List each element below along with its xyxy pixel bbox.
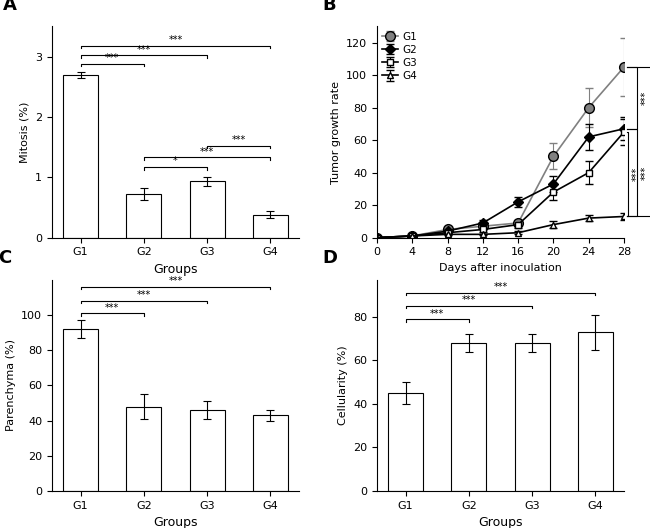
- Text: A: A: [3, 0, 16, 14]
- Text: ***: ***: [136, 45, 151, 55]
- Bar: [452, 343, 486, 491]
- Text: ***: ***: [136, 290, 151, 300]
- Text: ***: ***: [462, 296, 476, 306]
- Bar: [127, 407, 161, 491]
- Bar: [127, 194, 161, 238]
- Y-axis label: Parenchyma (%): Parenchyma (%): [6, 340, 16, 431]
- Text: B: B: [322, 0, 336, 14]
- Bar: [63, 329, 98, 491]
- Text: ***: ***: [641, 91, 650, 105]
- Bar: [515, 343, 549, 491]
- Bar: [190, 410, 224, 491]
- Bar: [388, 393, 423, 491]
- Bar: [578, 332, 613, 491]
- X-axis label: Days after inoculation: Days after inoculation: [439, 263, 562, 273]
- Text: ***: ***: [200, 147, 214, 157]
- Bar: [253, 416, 288, 491]
- Text: ***: ***: [641, 165, 650, 180]
- Text: ***: ***: [168, 35, 183, 45]
- Text: *: *: [173, 156, 178, 166]
- Bar: [253, 215, 288, 238]
- Y-axis label: Cellularity (%): Cellularity (%): [337, 346, 348, 425]
- Y-axis label: Mitosis (%): Mitosis (%): [20, 101, 30, 163]
- Bar: [63, 74, 98, 238]
- Text: C: C: [0, 249, 11, 267]
- X-axis label: Groups: Groups: [478, 516, 523, 528]
- Text: D: D: [322, 249, 337, 267]
- X-axis label: Groups: Groups: [153, 263, 198, 276]
- Text: ***: ***: [105, 303, 120, 313]
- Text: ***: ***: [493, 282, 508, 293]
- Text: ***: ***: [632, 167, 642, 181]
- Legend: G1, G2, G3, G4: G1, G2, G3, G4: [382, 32, 417, 81]
- Text: ***: ***: [231, 135, 246, 145]
- X-axis label: Groups: Groups: [153, 516, 198, 528]
- Bar: [190, 182, 224, 238]
- Text: ***: ***: [430, 308, 445, 318]
- Text: ***: ***: [168, 276, 183, 286]
- Y-axis label: Tumor growth rate: Tumor growth rate: [331, 80, 341, 184]
- Text: ***: ***: [105, 53, 120, 63]
